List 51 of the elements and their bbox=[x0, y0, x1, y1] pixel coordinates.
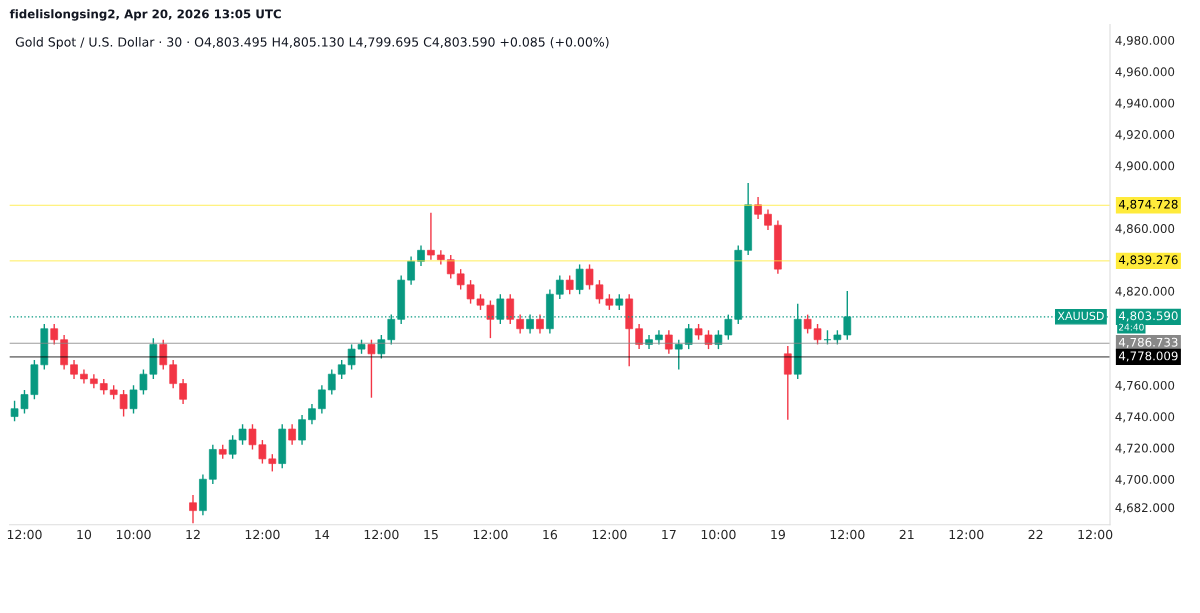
y-tick-label: 4,820.000 bbox=[1115, 286, 1175, 297]
y-tick-label: 4,860.000 bbox=[1115, 224, 1175, 235]
x-tick-label: 10:00 bbox=[701, 529, 736, 540]
text: Gold Spot / U.S. Dollar · 30 · O4,803.495 H4,805.130 L4,799.695 C4,803.590 +0.085 (+0.00%) bbox=[15, 37, 609, 50]
x-tick-label: 12:00 bbox=[1078, 529, 1113, 540]
candlestick bbox=[684, 323, 693, 350]
candlestick bbox=[575, 263, 584, 295]
candlestick bbox=[278, 423, 287, 469]
candlestick bbox=[625, 293, 634, 368]
y-tick-label: 4,682.000 bbox=[1115, 503, 1175, 514]
ref-line-label: 4,786.733 bbox=[1118, 337, 1178, 348]
candlestick bbox=[565, 274, 574, 295]
y-tick-label: 4,900.000 bbox=[1115, 161, 1175, 172]
candlestick bbox=[50, 323, 59, 346]
y-tick-label: 4,920.000 bbox=[1115, 130, 1175, 141]
candlestick bbox=[674, 339, 683, 371]
chart-subtitle: fidelislongsing2, Apr 20, 2026 13:05 UTC bbox=[9, 9, 281, 21]
text: 24:40 bbox=[1118, 323, 1144, 331]
x-tick-label: 21 bbox=[899, 529, 914, 540]
x-tick-label: 10 bbox=[77, 529, 92, 540]
candlestick bbox=[506, 293, 515, 325]
y-tick-label: 4,940.000 bbox=[1115, 98, 1175, 109]
x-tick-label: 12:00 bbox=[592, 529, 627, 540]
candlestick bbox=[555, 274, 564, 300]
y-tick-label: 4,700.000 bbox=[1115, 474, 1175, 486]
y-tick-label: 4,740.000 bbox=[1115, 412, 1175, 423]
x-tick-label: 22 bbox=[1028, 529, 1043, 540]
ref-line-label: 4,778.009 bbox=[1118, 351, 1178, 362]
x-tick-label: 12:00 bbox=[364, 529, 399, 540]
ref-line-label: 4,839.276 bbox=[1118, 255, 1178, 266]
ref-line-label: 4,803.590 bbox=[1118, 311, 1178, 322]
x-tick-label: 10:00 bbox=[116, 529, 151, 540]
y-tick-label: 4,760.000 bbox=[1115, 380, 1175, 392]
x-tick-label: 16 bbox=[543, 529, 558, 540]
y-tick-label: 4,720.000 bbox=[1115, 443, 1175, 454]
x-tick-label: 12 bbox=[186, 529, 200, 540]
x-tick-label: 12:00 bbox=[473, 529, 508, 540]
x-tick-label: 17 bbox=[662, 529, 676, 540]
x-tick-label: 12:00 bbox=[949, 529, 984, 540]
y-tick-label: 4,980.000 bbox=[1115, 35, 1175, 47]
x-tick-label: 12:00 bbox=[7, 529, 42, 540]
x-tick-label: 19 bbox=[771, 529, 785, 540]
candlestick bbox=[327, 368, 336, 396]
x-tick-label: 14 bbox=[315, 529, 330, 540]
ref-line-label: 4,874.728 bbox=[1118, 199, 1178, 210]
x-tick-label: 15 bbox=[424, 529, 438, 540]
y-tick-label: 4,960.000 bbox=[1115, 67, 1175, 78]
x-tick-label: 12:00 bbox=[245, 529, 280, 540]
annotation: XAUUSD bbox=[1057, 311, 1104, 321]
candlestick bbox=[367, 339, 376, 399]
x-tick-label: 12:00 bbox=[830, 529, 865, 540]
